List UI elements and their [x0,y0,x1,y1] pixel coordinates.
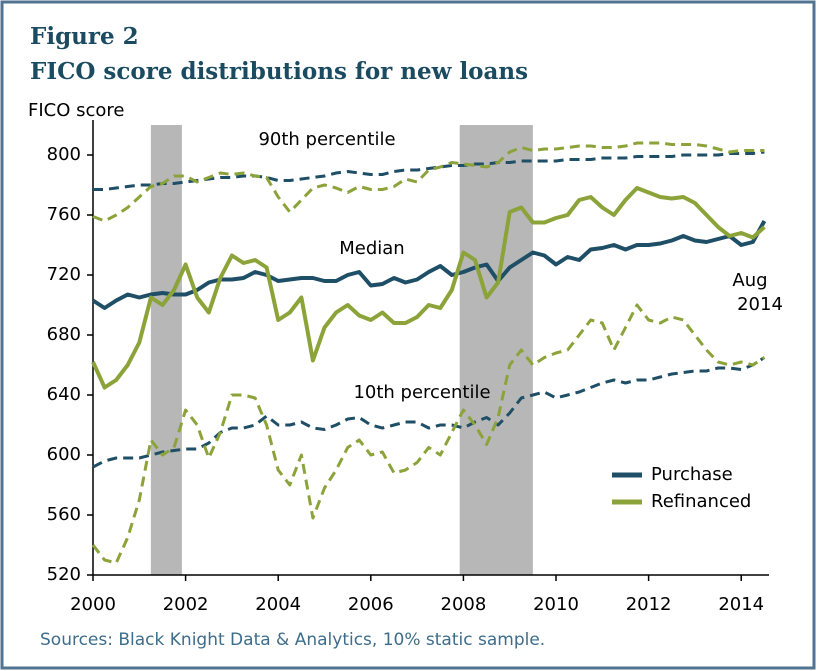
series-line [91,303,766,565]
annotation: 90th percentile [258,129,395,150]
annotation: 2014 [737,294,783,315]
y-axis-label: FICO score [28,100,125,121]
source: Sources: Black Knight Data & Analytics, … [40,630,545,650]
y-tick-label: 800 [47,144,81,165]
annotation: Median [339,238,404,259]
annotation: Aug [732,270,767,291]
shaded-period [150,125,182,575]
x-tick-label: 2002 [163,594,209,615]
y-tick-label: 560 [47,504,81,525]
y-tick-label: 520 [47,564,81,585]
y-tick-label: 600 [47,444,81,465]
x-tick-label: 2006 [348,594,394,615]
x-tick-label: 2010 [533,594,579,615]
y-tick-label: 760 [47,204,81,225]
series-line [91,186,766,390]
y-tick-label: 640 [47,384,81,405]
x-tick-label: 2012 [626,594,672,615]
chart-title: FICO score distributions for new loans [30,58,528,85]
y-tick-label: 680 [47,324,81,345]
x-tick-label: 2014 [718,594,764,615]
x-tick-label: 2004 [255,594,301,615]
legend-label: Refinanced [651,491,751,512]
series-line [92,356,766,469]
annotation: 10th percentile [353,382,490,403]
x-tick-label: 2008 [441,594,487,615]
series-line [92,141,765,223]
x-tick-label: 2000 [70,594,116,615]
chart-title: Figure 2 [30,23,139,50]
legend-label: Purchase [651,464,733,485]
y-tick-label: 720 [47,264,81,285]
series-line [91,220,767,310]
